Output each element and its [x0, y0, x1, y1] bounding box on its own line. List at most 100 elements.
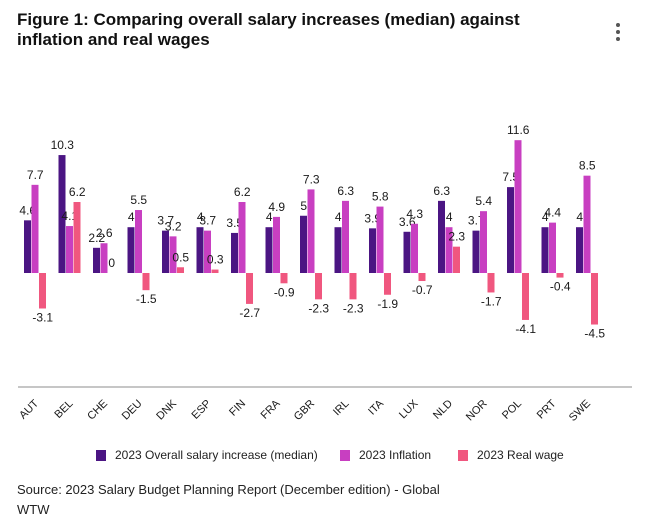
chart-legend: 2023 Overall salary increase (median) 20…	[0, 446, 650, 464]
data-label-gbr-s2: -2.3	[308, 301, 329, 315]
bar-prt-s0	[541, 227, 549, 273]
x-tick-label-bel: BEL	[52, 398, 75, 421]
bar-che-s1	[100, 243, 108, 273]
data-label-nld-s2: 2.3	[448, 230, 465, 244]
bar-fin-s1	[238, 202, 246, 273]
more-vertical-icon	[616, 23, 620, 27]
data-label-swe-s1: 8.5	[579, 159, 596, 173]
bar-aut-s2	[39, 273, 46, 309]
bar-bel-s1	[66, 226, 73, 273]
data-label-irl-s0: 4	[335, 210, 342, 224]
bar-prt-s2	[556, 273, 564, 278]
data-label-dnk-s2: 0.5	[172, 250, 189, 264]
x-tick-label-pol: POL	[500, 398, 524, 422]
x-tick-label-aut: AUT	[17, 397, 41, 421]
data-label-irl-s2: -2.3	[343, 301, 364, 315]
data-label-prt-s0: 4	[542, 210, 549, 224]
data-label-fra-s2: -0.9	[274, 285, 295, 299]
data-label-dnk-s1: 3.2	[165, 219, 182, 233]
bar-bel-s2	[73, 202, 81, 273]
data-label-fin-s1: 6.2	[234, 185, 251, 199]
bar-prt-s1	[549, 222, 556, 273]
data-label-bel-s2: 6.2	[69, 185, 86, 199]
data-label-prt-s1: 4.4	[544, 206, 561, 220]
data-label-pol-s1: 11.6	[507, 123, 530, 137]
bar-lux-s0	[403, 231, 411, 273]
x-tick-label-gbr: GBR	[292, 398, 317, 423]
organization-label: WTW	[17, 502, 50, 517]
data-label-ita-s1: 5.8	[372, 190, 389, 204]
data-label-lux-s1: 4.3	[406, 207, 423, 221]
data-label-swe-s2: -4.5	[584, 327, 605, 341]
bar-swe-s2	[591, 273, 598, 325]
data-label-aut-s1: 7.7	[27, 168, 44, 182]
legend-label-inflation: 2023 Inflation	[359, 448, 432, 462]
legend-swatch-inflation	[340, 449, 350, 461]
data-label-irl-s1: 6.3	[337, 184, 354, 198]
bar-esp-s2	[211, 269, 219, 273]
bar-nld-s0	[438, 200, 445, 273]
bar-aut-s1	[31, 184, 39, 273]
legend-item-inflation: 2023 Inflation	[340, 446, 431, 464]
bar-deu-s1	[135, 210, 142, 273]
bar-nor-s2	[487, 273, 495, 293]
x-tick-label-nld: NLD	[431, 398, 455, 422]
bar-pol-s1	[514, 140, 522, 273]
bar-ita-s0	[369, 228, 376, 273]
bar-nld-s2	[453, 246, 460, 273]
bar-nor-s0	[472, 230, 480, 273]
bar-fra-s1	[273, 216, 280, 273]
data-label-nor-s1: 5.4	[475, 194, 492, 208]
bar-swe-s1	[583, 175, 591, 273]
data-label-fra-s1: 4.9	[268, 200, 285, 214]
x-tick-label-fra: FRA	[259, 397, 284, 422]
bar-dnk-s1	[169, 236, 177, 273]
bar-irl-s2	[349, 273, 357, 300]
x-tick-label-swe: SWE	[567, 398, 593, 424]
data-label-fra-s0: 4	[266, 210, 273, 224]
bar-esp-s0	[196, 227, 204, 273]
data-label-che-s2: 0	[108, 256, 115, 270]
x-tick-label-nor: NOR	[464, 398, 490, 424]
bar-che-s0	[93, 247, 100, 273]
data-label-che-s1: 2.6	[96, 226, 113, 240]
bar-ita-s2	[384, 273, 391, 295]
source-note: Source: 2023 Salary Budget Planning Repo…	[17, 482, 440, 497]
x-tick-label-esp: ESP	[190, 398, 214, 422]
bar-gbr-s2	[315, 273, 322, 300]
bar-lux-s2	[418, 273, 426, 282]
chart: 4.67.7-3.1AUT10.34.16.2BEL2.22.60CHE45.5…	[17, 123, 632, 424]
data-label-aut-s2: -3.1	[32, 310, 53, 324]
data-label-esp-s1: 3.7	[199, 214, 216, 228]
legend-swatch-salary	[96, 449, 106, 461]
bar-fin-s0	[231, 232, 238, 273]
bar-gbr-s1	[307, 189, 315, 273]
data-label-ita-s2: -1.9	[377, 297, 398, 311]
data-label-esp-s2: 0.3	[207, 253, 224, 267]
bar-fin-s2	[246, 273, 253, 304]
data-label-esp-s0: 4	[197, 210, 204, 224]
legend-swatch-realwage	[458, 449, 468, 461]
bar-deu-s2	[142, 273, 150, 291]
bar-pol-s2	[522, 273, 529, 320]
legend-label-salary: 2023 Overall salary increase (median)	[115, 448, 318, 462]
bar-fra-s0	[265, 227, 273, 273]
data-label-nld-s0: 6.3	[433, 184, 450, 198]
x-tick-label-che: CHE	[85, 398, 110, 423]
page-title: Figure 1: Comparing overall salary incre…	[17, 10, 520, 49]
data-label-gbr-s0: 5	[300, 199, 307, 213]
bar-nor-s1	[480, 211, 487, 273]
x-tick-label-ita: ITA	[366, 397, 386, 417]
more-options-button[interactable]	[608, 20, 628, 44]
bar-dnk-s0	[162, 230, 169, 273]
bar-pol-s0	[507, 187, 514, 273]
data-label-che-s0: 2.2	[88, 231, 105, 245]
bar-dnk-s2	[177, 267, 184, 273]
bar-lux-s1	[411, 223, 418, 273]
x-tick-label-lux: LUX	[397, 397, 421, 421]
x-tick-label-prt: PRT	[535, 397, 559, 421]
bar-gbr-s0	[300, 215, 307, 273]
data-label-fin-s2: -2.7	[239, 306, 260, 320]
legend-label-realwage: 2023 Real wage	[477, 448, 564, 462]
bar-bel-s0	[58, 155, 66, 273]
